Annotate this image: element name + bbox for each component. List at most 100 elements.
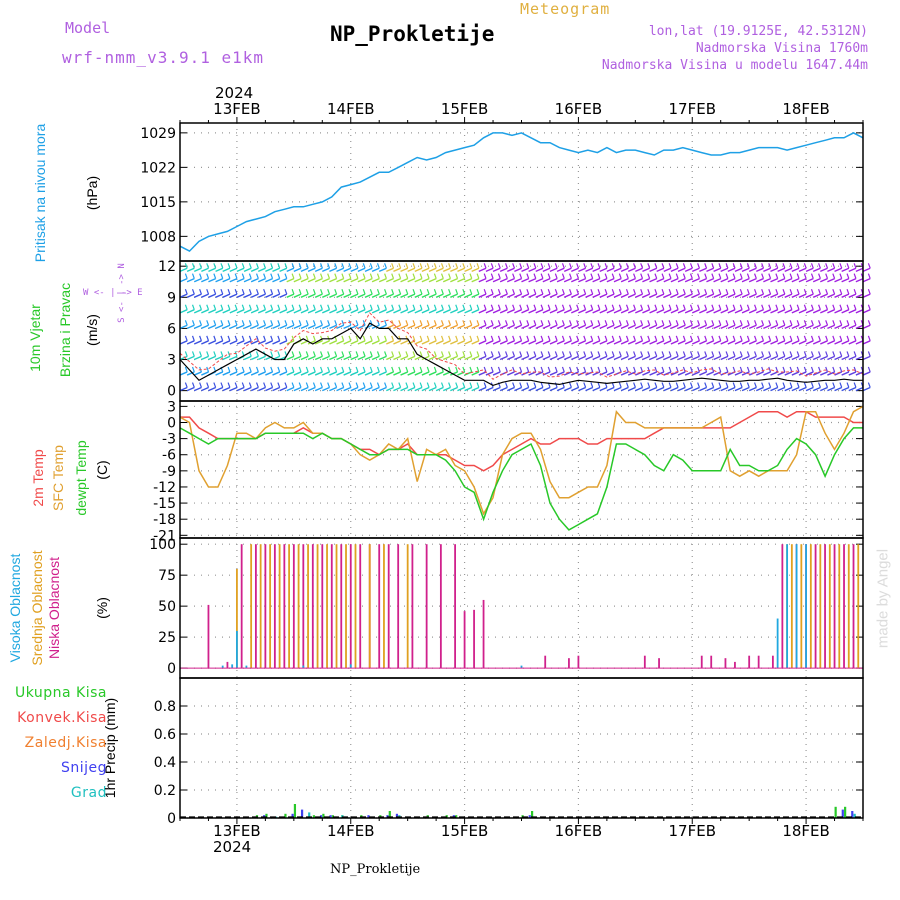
wind-barb-flag [277, 304, 281, 310]
wind-barb-flag [782, 351, 786, 357]
wind-barb-flag [554, 335, 558, 342]
wind-barb [812, 293, 821, 298]
wind-barb-flag [462, 263, 466, 269]
top-day-label: 16FEB [554, 100, 603, 118]
temp-ytick-label: -21 [153, 528, 176, 544]
wind-barb-flag [341, 273, 345, 279]
wind-barb [193, 293, 202, 298]
wind-barb-flag [590, 288, 594, 295]
wind-barb [820, 386, 828, 392]
wind-barb-flag [839, 320, 843, 326]
wind-barb [499, 386, 508, 392]
wind-barb [457, 340, 465, 345]
wind-barb [756, 324, 764, 330]
precip-ytick-label: 0.4 [154, 755, 176, 771]
wind-barb-flag [618, 351, 622, 357]
wind-barb-flag [312, 304, 316, 310]
wind-barb-flag [320, 304, 323, 310]
wind-barb-flag [462, 335, 466, 342]
wind-barb [734, 293, 743, 298]
wind-barb [834, 309, 843, 314]
wind-barb-flag [689, 351, 693, 357]
wind-barb [272, 267, 280, 273]
wind-barb-flag [597, 263, 601, 269]
wind-barb [492, 340, 501, 345]
wind-barb [393, 277, 401, 283]
wind-barb-flag [455, 351, 459, 357]
cloud-bar [454, 544, 456, 669]
cloud-bar [643, 655, 646, 669]
wind-barb [656, 324, 665, 330]
wind-barb-flag [732, 351, 736, 357]
wind-barb-flag [668, 335, 672, 342]
wind-barb-flag [526, 351, 530, 357]
wind-barb [329, 293, 337, 298]
wind-barb-flag [583, 288, 587, 295]
cloud-ytick-label: 50 [158, 599, 176, 615]
wind-barb [777, 293, 786, 298]
wind-barb-flag [547, 335, 551, 342]
wind-barb-flag [654, 351, 658, 357]
wind-barb [371, 267, 380, 273]
wind-barb-flag [761, 288, 765, 295]
cloud-panel-bg [180, 538, 863, 678]
wind-barb-flag [689, 366, 693, 373]
wind-barb [706, 355, 714, 361]
precip-panel-bg [180, 678, 863, 818]
wind-barb-flag [206, 366, 210, 373]
wind-barb-flag [668, 273, 672, 279]
wind-barb-flag [832, 263, 836, 269]
wind-barb [756, 386, 764, 392]
wind-barb [542, 267, 551, 273]
wind-barb-flag [455, 288, 459, 295]
wind-barb-flag [504, 273, 508, 279]
wind-barb-flag [711, 288, 715, 295]
wind-barb-flag [206, 335, 210, 342]
wind-barb-flag [320, 351, 323, 357]
wind-barb-flag [754, 273, 757, 279]
wind-barb-flag [803, 382, 807, 388]
wind-barb [478, 355, 487, 361]
wind-barb [649, 309, 658, 314]
wind-barb [670, 371, 679, 376]
wind-barb [556, 267, 565, 273]
wind-barb-flag [355, 335, 359, 342]
wind-barb [834, 340, 843, 345]
cloud-bar [809, 544, 812, 669]
wind-barb-flag [312, 351, 316, 357]
wind-barb-flag [305, 288, 309, 295]
wind-barb [592, 371, 601, 376]
wind-barb [585, 340, 594, 345]
wind-barb-flag [234, 304, 238, 310]
wind-barb-flag [853, 263, 857, 269]
wind-barb [720, 386, 729, 392]
wind-barb-flag [761, 320, 765, 326]
wind-barb [798, 324, 807, 330]
wind-barb-flag [391, 273, 395, 279]
wind-barb [549, 355, 558, 361]
wind-barb-flag [234, 335, 238, 342]
wind-barb-flag [853, 366, 857, 373]
wind-barb [627, 277, 636, 283]
precip-bar [291, 813, 294, 818]
wind-barb [286, 371, 295, 376]
wind-barb [855, 371, 864, 376]
wind-barb-flag [376, 335, 380, 342]
wind-barb [186, 324, 195, 330]
wind-barb-flag [320, 263, 323, 269]
wind-barb-flag [277, 366, 281, 373]
wind-barb-flag [469, 351, 473, 357]
wind-barb-flag [419, 335, 423, 342]
wind-barb-flag [412, 288, 416, 295]
wind-barb-flag [739, 273, 743, 279]
wind-barb-flag [796, 273, 800, 279]
wind-barb [820, 324, 828, 330]
wind-barb-flag [490, 335, 494, 342]
wind-barb [656, 267, 665, 273]
wind-barb-flag [405, 273, 409, 279]
wind-barb [499, 324, 508, 330]
wind-barb-flag [519, 351, 523, 357]
wind-barb-flag [533, 288, 537, 295]
wind-barb [314, 371, 323, 376]
wind-barb [265, 340, 273, 345]
